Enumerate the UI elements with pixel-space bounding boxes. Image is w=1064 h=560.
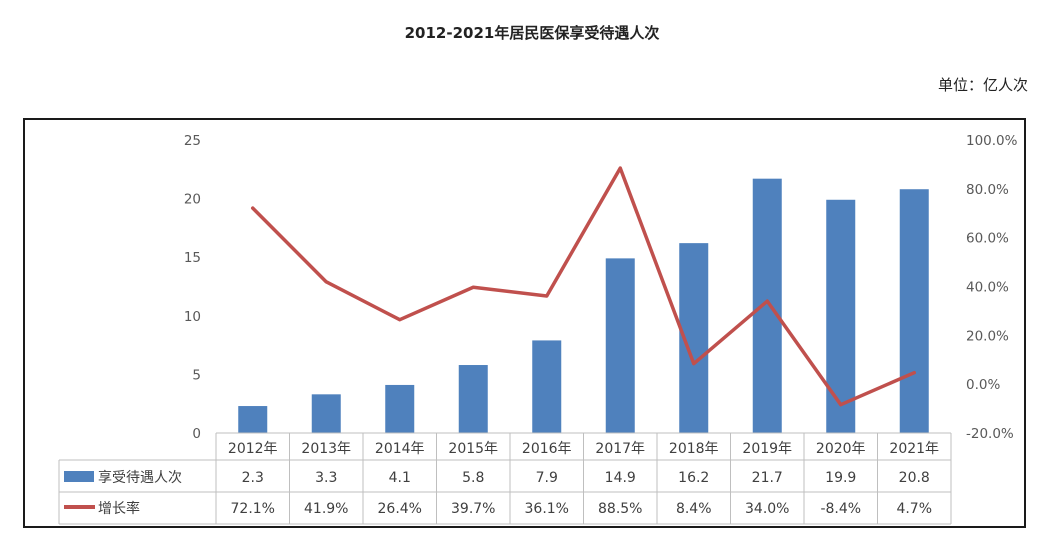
x-category-label: 2021年 — [889, 441, 939, 457]
table-cell-value: 4.7% — [896, 501, 932, 517]
line-point — [839, 403, 843, 407]
table-cell-value: 19.9 — [825, 470, 856, 486]
bar — [826, 199, 856, 433]
y-right-tick-label: 40.0% — [966, 280, 1009, 296]
line-point — [692, 362, 696, 366]
table-cell-value: 41.9% — [304, 501, 348, 517]
y-left-tick-label: 20 — [184, 192, 201, 208]
bar — [752, 178, 782, 433]
line-point — [618, 166, 622, 170]
line-point — [912, 371, 916, 375]
table-cell-value: 2.3 — [242, 470, 264, 486]
table-cell-value: 39.7% — [451, 501, 495, 517]
line-point — [471, 285, 475, 289]
table-cell-value: 4.1 — [389, 470, 411, 486]
x-category-label: 2016年 — [522, 441, 572, 457]
table-cell-value: 36.1% — [525, 501, 569, 517]
y-right-tick-label: 0.0% — [966, 377, 1000, 393]
y-left-tick-label: 15 — [184, 250, 201, 266]
combo-chart: 0 5 10 15 20 25 -20.0% 0.0% 20.0% 40.0% 60.0% 80.0%… — [58, 133, 1018, 525]
x-category-label: 2013年 — [301, 441, 351, 457]
unit-label: 单位：亿人次 — [937, 76, 1028, 94]
table-cell-value: 3.3 — [315, 470, 337, 486]
x-category-label: 2015年 — [448, 441, 498, 457]
table-cell-value: 7.9 — [536, 470, 558, 486]
table-cell-value: 72.1% — [231, 501, 275, 517]
y-left-tick-label: 10 — [184, 309, 201, 325]
table-cell-value: 16.2 — [678, 470, 709, 486]
legend-line-label: 增长率 — [98, 500, 140, 517]
line-point — [398, 318, 402, 322]
growth-rate-line — [251, 166, 916, 407]
x-category-label: 2012年 — [228, 441, 278, 457]
table-cell-value: 88.5% — [598, 501, 642, 517]
line-point — [765, 299, 769, 303]
table-cell-value: 14.9 — [605, 470, 636, 486]
legend-bar-label: 享受待遇人次 — [98, 469, 182, 486]
table-cell-value: 5.8 — [462, 470, 484, 486]
y-right-tick-label: 60.0% — [966, 231, 1009, 247]
bar — [385, 384, 415, 433]
table-cell-value: 8.4% — [676, 501, 712, 517]
line-point — [251, 206, 255, 210]
bar — [605, 258, 635, 433]
table-cell-value: -8.4% — [820, 501, 861, 517]
x-category-label: 2017年 — [595, 441, 645, 457]
bar — [311, 394, 341, 433]
bar — [899, 189, 929, 433]
x-category-label: 2020年 — [816, 441, 866, 457]
table-cell-value: 21.7 — [752, 470, 783, 486]
y-right-tick-label: -20.0% — [966, 426, 1014, 442]
y-left-tick-label: 0 — [192, 426, 201, 442]
table-cell-value: 20.8 — [899, 470, 930, 486]
bar — [238, 406, 268, 433]
table-cell-value: 34.0% — [745, 501, 789, 517]
y-left-tick-label: 5 — [192, 367, 201, 383]
line-point — [324, 280, 328, 284]
x-category-label: 2018年 — [669, 441, 719, 457]
chart-title: 2012-2021年居民医保享受待遇人次 — [404, 24, 660, 42]
y-left-tick-label: 25 — [184, 133, 201, 149]
y-right-tick-label: 100.0% — [966, 133, 1018, 149]
y-right-tick-label: 80.0% — [966, 182, 1009, 198]
bar — [532, 340, 562, 433]
table-cell-value: 26.4% — [378, 501, 422, 517]
x-category-label: 2014年 — [375, 441, 425, 457]
legend-bar-swatch — [64, 471, 94, 482]
line-point — [545, 294, 549, 298]
y-right-tick-label: 20.0% — [966, 328, 1009, 344]
chart-frame: 0 5 10 15 20 25 -20.0% 0.0% 20.0% 40.0% 60.0% 80.0%… — [23, 118, 1026, 528]
bar — [458, 365, 488, 433]
x-category-label: 2019年 — [742, 441, 792, 457]
